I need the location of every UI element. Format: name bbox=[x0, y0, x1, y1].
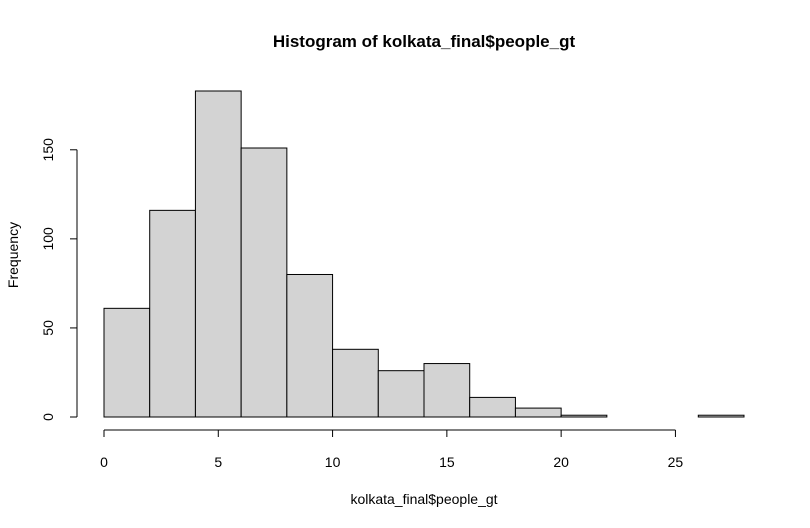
x-axis: 0 5 10 15 20 25 bbox=[100, 429, 684, 470]
y-tick-label: 150 bbox=[40, 138, 56, 162]
y-tick-label: 0 bbox=[40, 413, 56, 421]
x-tick-label: 25 bbox=[668, 454, 684, 470]
histogram-bar bbox=[377, 370, 425, 418]
histogram-bar bbox=[469, 396, 516, 418]
x-tick-label: 10 bbox=[325, 454, 341, 470]
histogram-bar bbox=[560, 414, 608, 418]
histogram-bar bbox=[332, 348, 379, 418]
x-tick-label: 5 bbox=[214, 454, 222, 470]
histogram-bar bbox=[240, 147, 288, 418]
x-axis-label: kolkata_final$people_gt bbox=[350, 491, 497, 507]
histogram-bar bbox=[149, 209, 196, 418]
x-tick-label: 0 bbox=[100, 454, 108, 470]
bars-group bbox=[103, 90, 745, 418]
histogram-bar bbox=[194, 90, 242, 418]
y-tick-label: 50 bbox=[40, 320, 56, 336]
histogram-bar bbox=[423, 363, 471, 418]
x-tick-label: 20 bbox=[553, 454, 569, 470]
x-tick-label: 15 bbox=[439, 454, 455, 470]
histogram-bar bbox=[697, 414, 745, 418]
chart-title: Histogram of kolkata_final$people_gt bbox=[273, 32, 576, 51]
y-axis-label: Frequency bbox=[5, 222, 21, 288]
histogram-bar bbox=[514, 407, 562, 418]
y-tick-label: 100 bbox=[40, 227, 56, 251]
y-axis: 0 50 100 150 bbox=[40, 138, 78, 421]
histogram-bar bbox=[286, 273, 334, 418]
histogram-bar bbox=[103, 307, 151, 418]
